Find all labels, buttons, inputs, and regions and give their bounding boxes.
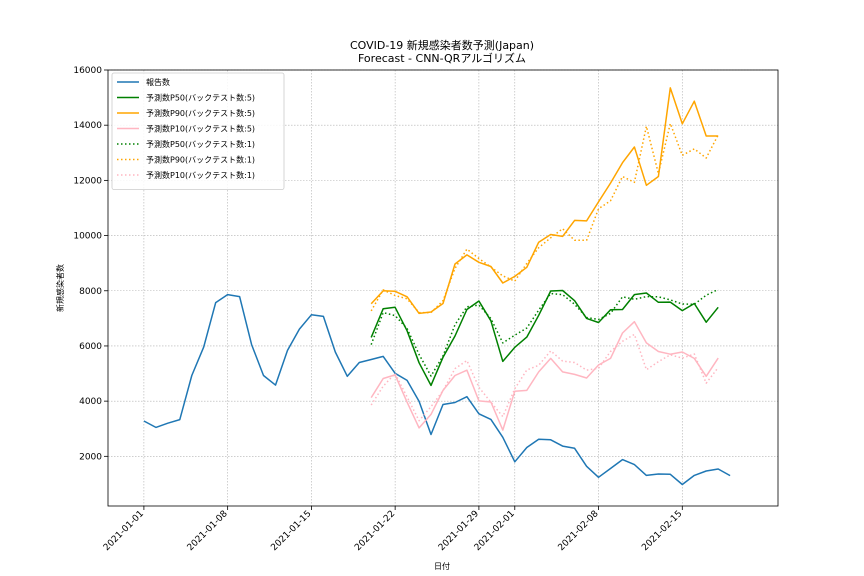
y-tick-label: 10000 bbox=[73, 232, 102, 242]
y-tick-label: 12000 bbox=[73, 176, 102, 186]
x-axis-label: 日付 bbox=[434, 561, 450, 571]
y-axis-label: 新規感染者数 bbox=[55, 264, 65, 312]
chart-subtitle: Forecast - CNN-QRアルゴリズム bbox=[358, 51, 526, 65]
series-line-5 bbox=[370, 122, 719, 314]
legend-label-1: 予測数P50(バックテスト数:5) bbox=[146, 93, 255, 103]
grid bbox=[108, 69, 778, 506]
y-tick-label: 16000 bbox=[73, 66, 102, 76]
legend-label-0: 報告数 bbox=[146, 77, 170, 87]
legend-label-5: 予測数P90(バックテスト数:1) bbox=[146, 155, 255, 165]
plot-frame bbox=[107, 69, 779, 507]
series-line-4 bbox=[370, 288, 719, 377]
series-line-2 bbox=[370, 87, 719, 315]
series-line-3 bbox=[370, 320, 719, 431]
y-tick-label: 4000 bbox=[79, 397, 102, 407]
legend-label-3: 予測数P10(バックテスト数:5) bbox=[146, 124, 255, 134]
legend-label-4: 予測数P50(バックテスト数:1) bbox=[146, 139, 255, 149]
y-tick-label: 6000 bbox=[79, 342, 102, 352]
series-lines bbox=[143, 87, 731, 486]
legend-box bbox=[111, 72, 285, 190]
y-tick-label: 14000 bbox=[73, 121, 102, 131]
series-line-0 bbox=[143, 293, 731, 486]
chart-title: COVID-19 新規感染者数予測(Japan) bbox=[350, 38, 534, 52]
legend-label-6: 予測数P10(バックテスト数:1) bbox=[146, 170, 255, 180]
series-line-1 bbox=[370, 289, 719, 387]
legend-label-2: 予測数P90(バックテスト数:5) bbox=[146, 108, 255, 118]
series-line-6 bbox=[370, 333, 719, 422]
y-tick-label: 8000 bbox=[79, 287, 102, 297]
y-tick-label: 2000 bbox=[79, 452, 102, 462]
